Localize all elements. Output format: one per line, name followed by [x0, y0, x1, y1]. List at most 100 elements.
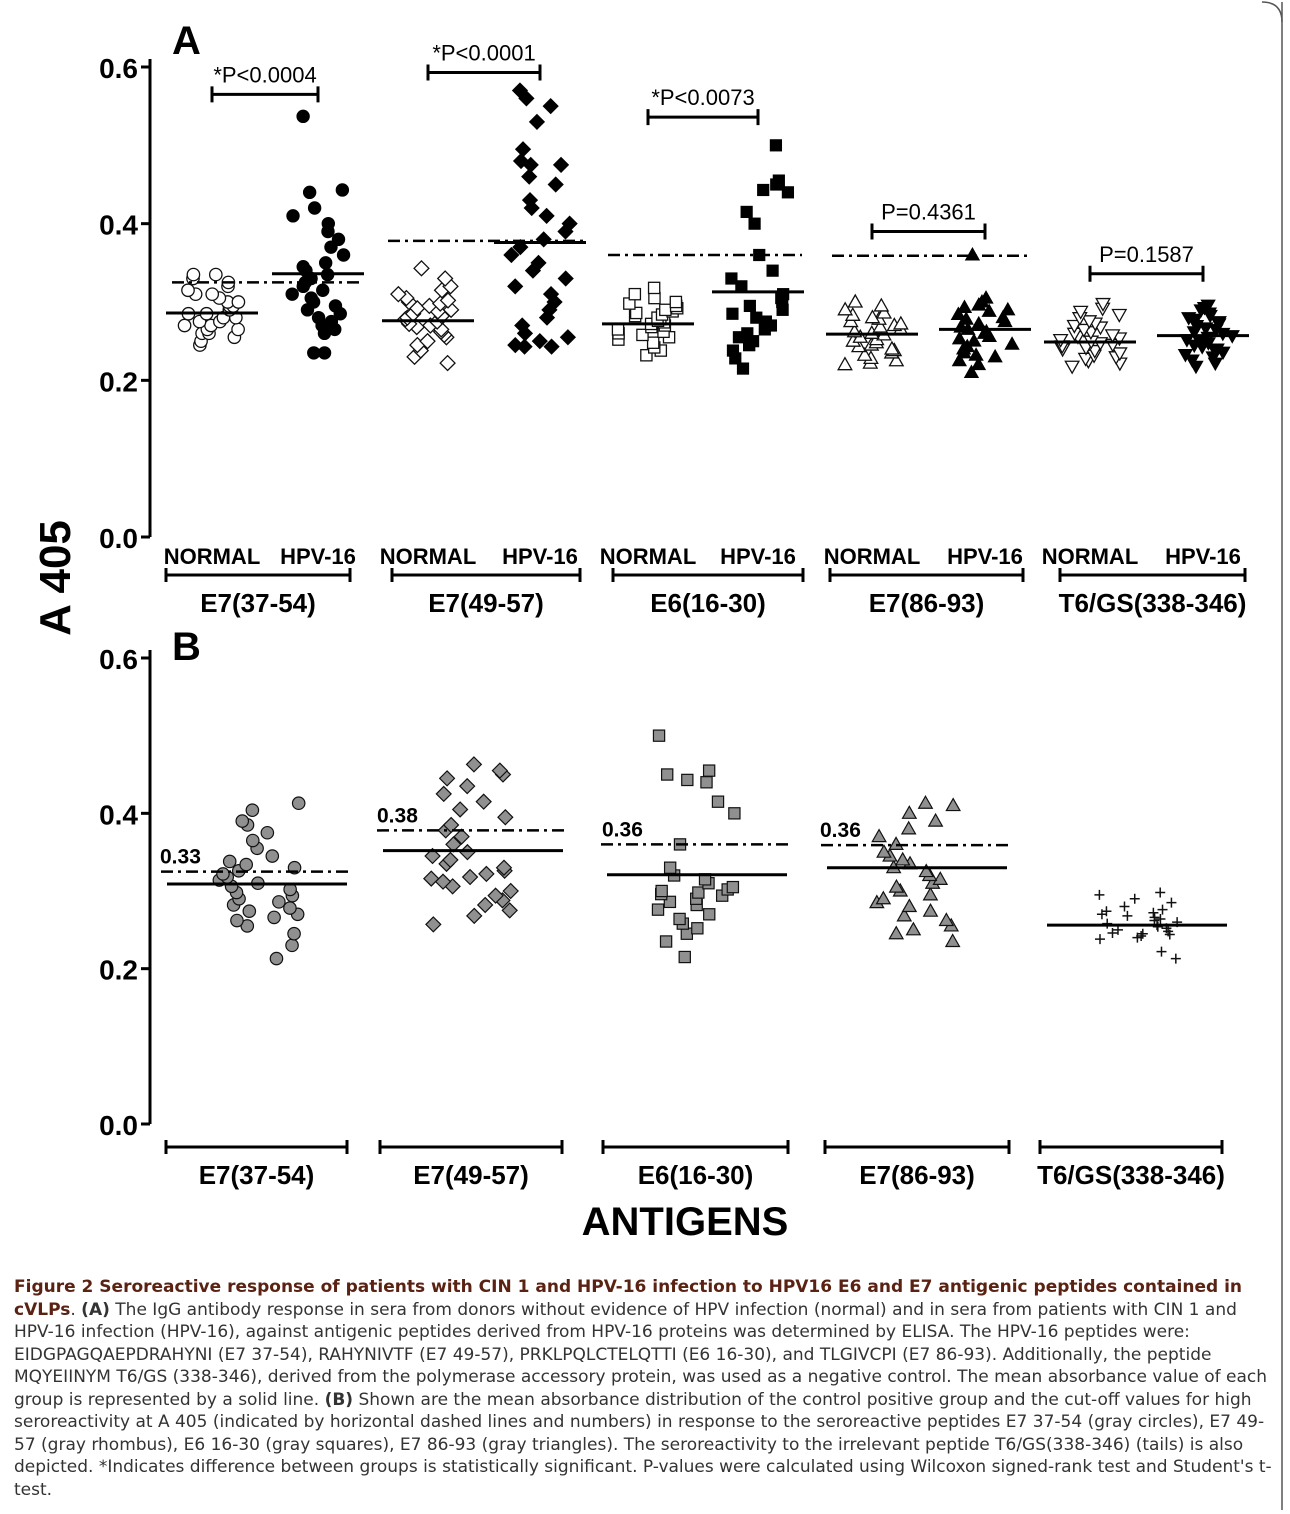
data-point-hpv16 [552, 156, 570, 174]
data-point-normal [611, 323, 625, 336]
data-point [465, 756, 483, 773]
data-point [702, 764, 716, 777]
data-point-hpv16 [968, 347, 984, 361]
data-point-normal [436, 270, 454, 287]
data-point-hpv16 [285, 287, 299, 301]
data-point-hpv16 [336, 248, 351, 262]
data-point-hpv16 [772, 174, 785, 187]
data-point-hpv16 [964, 246, 981, 261]
data-point [269, 951, 284, 966]
data-point-hpv16 [547, 176, 564, 193]
data-point [673, 912, 686, 926]
data-point [652, 729, 666, 742]
group-bracket [828, 568, 1025, 582]
data-point-normal [1075, 323, 1092, 338]
data-point [453, 828, 470, 845]
subgroup-label-hpv16: HPV-16 [947, 544, 1023, 569]
data-point-normal [856, 346, 873, 361]
group-bracket [390, 568, 582, 582]
subgroup-label-hpv16: HPV-16 [1165, 544, 1241, 569]
data-point [711, 795, 725, 808]
group-label: E7(37-54) [199, 1160, 315, 1190]
pvalue-label: P=0.1587 [1099, 242, 1194, 267]
data-point-hpv16 [531, 333, 548, 350]
group-a-4: P=0.4361 NORMAL HPV-16 E7(86-93) [824, 200, 1031, 618]
data-point [245, 803, 260, 818]
data-point-normal [648, 291, 661, 305]
data-point-hpv16 [1177, 348, 1194, 363]
data-point [927, 812, 944, 827]
data-point [728, 807, 741, 820]
data-point-hpv16 [538, 207, 555, 224]
panel-b: B0.00.20.40.60.33E7(37-54)0.38E7(49-57)0… [99, 625, 1227, 1244]
data-point [487, 887, 504, 904]
data-point-hpv16 [769, 139, 783, 152]
caption-label-a: (A) [81, 1299, 110, 1320]
subgroup-label-hpv16: HPV-16 [720, 544, 796, 569]
data-point [442, 851, 459, 869]
data-point [230, 913, 244, 928]
data-point-hpv16 [726, 307, 739, 320]
data-point [465, 907, 483, 925]
data-point [442, 816, 460, 834]
data-point-normal [1081, 315, 1098, 330]
data-point [1094, 934, 1105, 945]
group-bracket [164, 1140, 349, 1154]
data-point-normal [628, 287, 642, 301]
data-point-normal [873, 297, 890, 312]
data-point [922, 886, 939, 901]
data-point-hpv16 [311, 310, 326, 325]
data-point-normal [1111, 308, 1128, 323]
pvalue-bracket [646, 109, 760, 126]
data-point [1170, 953, 1181, 964]
data-point-hpv16 [512, 152, 530, 170]
data-point-hpv16 [951, 352, 968, 367]
group-label: E6(16-30) [638, 1160, 754, 1190]
data-point-hpv16 [956, 299, 973, 313]
data-point-hpv16 [1004, 336, 1020, 350]
data-point [245, 833, 260, 848]
data-point [283, 901, 297, 915]
data-point-hpv16 [317, 346, 332, 360]
data-point-normal [847, 293, 864, 308]
group-label: E7(37-54) [200, 588, 316, 618]
data-point-normal [231, 322, 245, 337]
caption-title: Figure 2 Seroreactive response of patien… [14, 1277, 1243, 1320]
data-point-hpv16 [743, 299, 756, 313]
data-point-hpv16 [335, 183, 350, 197]
data-point-normal [186, 267, 201, 282]
data-point [655, 884, 668, 898]
data-point [905, 921, 922, 936]
data-point [239, 857, 254, 872]
data-point-hpv16 [304, 291, 318, 305]
data-point-hpv16 [286, 209, 300, 223]
data-point [1155, 887, 1166, 898]
group-a-5: P=0.1587 NORMAL HPV-16 T6/GS(338-346) [1042, 242, 1249, 618]
group-bracket [601, 1140, 790, 1154]
data-point [938, 912, 955, 927]
data-point [502, 882, 519, 900]
group-bracket [823, 1140, 1011, 1154]
data-point-normal [439, 354, 456, 372]
data-point [216, 867, 230, 881]
data-point-hpv16 [302, 185, 317, 200]
y-tick-label: 0.4 [99, 799, 138, 830]
y-tick-label: 0.0 [99, 523, 138, 554]
data-point [423, 870, 440, 887]
data-point-normal [659, 303, 672, 317]
group-b-5: T6/GS(338-346) [1037, 887, 1227, 1190]
data-point-normal [231, 295, 246, 309]
data-point [659, 935, 673, 948]
data-point-hpv16 [725, 272, 738, 285]
data-point [888, 836, 904, 851]
pvalue-label: P=0.4361 [881, 200, 976, 225]
data-point-normal [419, 332, 436, 350]
group-b-2: 0.38 E7(49-57) [377, 756, 567, 1190]
data-point-normal [629, 306, 643, 320]
data-point-normal [413, 259, 430, 277]
data-point [461, 868, 479, 886]
data-point [901, 805, 918, 819]
pvalue-label: *P<0.0001 [432, 40, 535, 65]
group-b-1: 0.33 E7(37-54) [160, 796, 351, 1190]
data-point-hpv16 [307, 201, 322, 215]
